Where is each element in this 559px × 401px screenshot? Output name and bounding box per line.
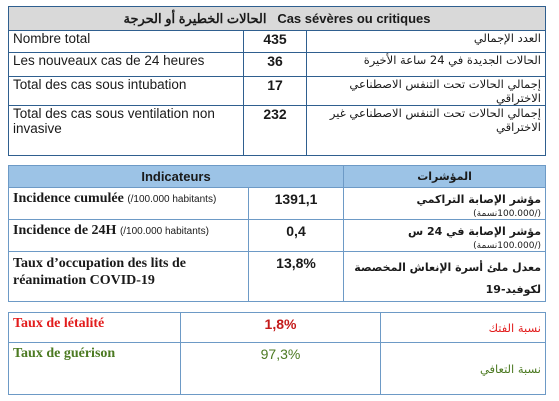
severe-cases-title-ar: الحالات الخطيرة أو الحرجة xyxy=(123,10,267,26)
row-value: 36 xyxy=(243,52,307,77)
severe-cases-header: الحالات الخطيرة أو الحرجة Cas sévères ou… xyxy=(8,6,546,31)
indicator-label-fr: Incidence de 24H (/100.000 habitants) xyxy=(8,219,249,252)
indicators-header-fr: Indicateurs xyxy=(7,165,345,188)
row-label-ar: الحالات الجديدة في 24 ساعة الأخيرة xyxy=(306,52,546,77)
indicator-unit-ar: (/100.000نسمة) xyxy=(473,241,542,251)
row-value: 17 xyxy=(243,76,307,106)
indicator-value: 0,4 xyxy=(247,219,345,252)
indicator-unit: (/100.000 habitants) xyxy=(119,226,209,237)
lethality-value: 1,8% xyxy=(180,312,381,343)
row-value: 435 xyxy=(243,30,307,53)
row-label-fr: Nombre total xyxy=(8,30,244,53)
row-label-ar: إجمالي الحالات تحت التنفس الاصطناعي الاخ… xyxy=(306,76,546,106)
indicator-value: 1391,1 xyxy=(247,187,345,220)
severe-cases-title: الحالات الخطيرة أو الحرجة Cas sévères ou… xyxy=(8,6,546,31)
indicators-header: Indicateurs المؤشرات xyxy=(7,165,547,188)
table-row: Incidence cumulée (/100.000 habitants) 1… xyxy=(8,187,547,220)
indicator-name: Incidence de 24H xyxy=(13,223,117,238)
recovery-value: 97,3% xyxy=(180,342,381,395)
table-row: Taux de guérison 97,3% نسبة التعافي xyxy=(8,342,546,395)
table-row: Nombre total 435 العدد الإجمالي xyxy=(8,30,546,53)
row-label-ar: إجمالي الحالات تحت التنفس الاصطناعي غير … xyxy=(306,105,546,156)
rates-table: Taux de létalité 1,8% نسبة الفتك Taux de… xyxy=(8,312,546,395)
indicators-table: Indicateurs المؤشرات Incidence cumulée (… xyxy=(7,165,547,302)
indicator-label-fr: Taux d’occupation des lits de réanimatio… xyxy=(8,251,249,302)
indicator-unit: (/100.000 habitants) xyxy=(127,194,217,205)
row-label-fr: Total des cas sous intubation xyxy=(8,76,244,106)
indicators-header-ar: المؤشرات xyxy=(343,165,547,188)
recovery-label-fr: Taux de guérison xyxy=(8,342,181,395)
row-label-fr: Total des cas sous ventilation non invas… xyxy=(8,105,244,156)
row-label-ar: العدد الإجمالي xyxy=(306,30,546,53)
row-label-fr: Les nouveaux cas de 24 heures xyxy=(8,52,244,77)
table-row: Les nouveaux cas de 24 heures 36 الحالات… xyxy=(8,52,546,77)
indicator-label-ar: مؤشر الإصابة في 24 س (/100.000نسمة) xyxy=(343,219,547,252)
table-row: Taux d’occupation des lits de réanimatio… xyxy=(8,251,547,302)
table-row: Total des cas sous intubation 17 إجمالي … xyxy=(8,76,546,106)
recovery-label-ar: نسبة التعافي xyxy=(380,342,546,395)
lethality-label-ar: نسبة الفتك xyxy=(380,312,546,343)
row-value: 232 xyxy=(243,105,307,156)
indicator-name-ar: مؤشر الإصابة التراكمي xyxy=(416,193,542,206)
table-row: Total des cas sous ventilation non invas… xyxy=(8,105,546,156)
indicator-label-ar: مؤشر الإصابة التراكمي (/100.000نسمة) xyxy=(343,187,547,220)
table-row: Taux de létalité 1,8% نسبة الفتك xyxy=(8,312,546,343)
table-row: Incidence de 24H (/100.000 habitants) 0,… xyxy=(8,219,547,252)
severe-cases-table: الحالات الخطيرة أو الحرجة Cas sévères ou… xyxy=(8,6,546,156)
severe-cases-title-fr: Cas sévères ou critiques xyxy=(277,10,431,26)
indicator-label-fr: Incidence cumulée (/100.000 habitants) xyxy=(8,187,249,220)
indicator-unit-ar: (/100.000نسمة) xyxy=(473,209,542,219)
indicator-label-ar: معدل ملئ أسرة الإنعاش المخصصة لكوفيد-19 xyxy=(343,251,547,302)
lethality-label-fr: Taux de létalité xyxy=(8,312,181,343)
indicator-value: 13,8% xyxy=(247,251,345,302)
indicator-name-ar: مؤشر الإصابة في 24 س xyxy=(407,225,542,238)
indicator-name: Incidence cumulée xyxy=(13,191,124,206)
